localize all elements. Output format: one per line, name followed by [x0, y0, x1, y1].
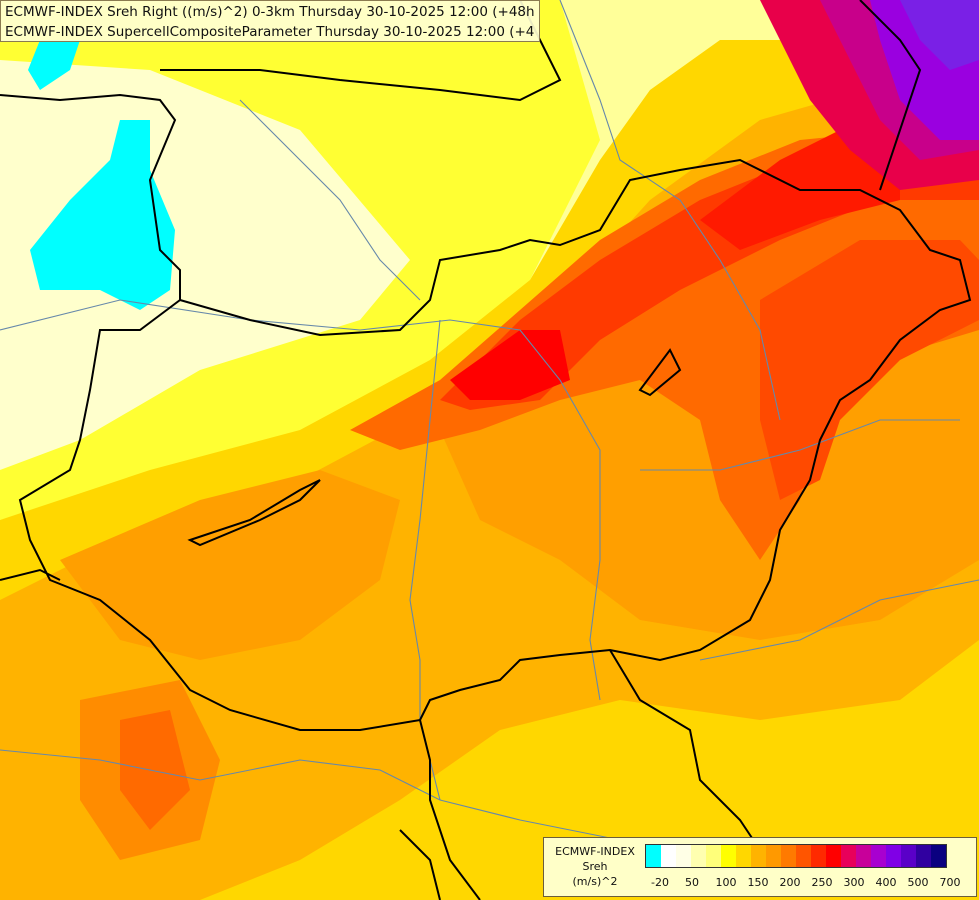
legend-tick-label: 250	[811, 876, 833, 889]
legend-swatch	[646, 845, 661, 867]
legend-tick-label: 50	[685, 876, 699, 889]
legend-swatch	[931, 845, 946, 867]
legend-swatch	[706, 845, 721, 867]
legend-swatch	[721, 845, 736, 867]
rivers	[0, 0, 979, 841]
legend-swatch	[691, 845, 706, 867]
legend-swatch	[736, 845, 751, 867]
map-title-line-2: ECMWF-INDEX SupercellCompositeParameter …	[5, 24, 535, 40]
legend-tick-label: 100	[715, 876, 737, 889]
legend-unit: (m/s)^2	[572, 875, 618, 888]
legend-tick-label: 700	[939, 876, 961, 889]
legend-swatch	[781, 845, 796, 867]
legend-swatch	[676, 845, 691, 867]
legend-tick-label: -20	[651, 876, 669, 889]
legend-swatch	[811, 845, 826, 867]
legend-swatch	[766, 845, 781, 867]
legend-title: ECMWF-INDEX Sreh (m/s)^2	[546, 844, 644, 889]
legend-swatch	[841, 845, 856, 867]
map-title-line-1: ECMWF-INDEX Sreh Right ((m/s)^2) 0-3km T…	[5, 4, 535, 20]
legend-variable: Sreh	[582, 860, 608, 873]
legend-swatch	[901, 845, 916, 867]
color-legend: ECMWF-INDEX Sreh (m/s)^2 -20 50 100 150 200 2…	[543, 837, 977, 897]
legend-source: ECMWF-INDEX	[555, 845, 635, 858]
legend-color-bar	[645, 844, 947, 868]
legend-swatch	[661, 845, 676, 867]
legend-tick-label: 200	[779, 876, 801, 889]
legend-swatch	[916, 845, 931, 867]
legend-tick-label: 300	[843, 876, 865, 889]
legend-swatch	[886, 845, 901, 867]
legend-swatch	[871, 845, 886, 867]
legend-swatch	[796, 845, 811, 867]
legend-tick-label: 150	[747, 876, 769, 889]
legend-swatch	[751, 845, 766, 867]
legend-tick-label: 400	[875, 876, 897, 889]
legend-swatch	[856, 845, 871, 867]
legend-tick-label: 500	[907, 876, 929, 889]
map-title-box: ECMWF-INDEX Sreh Right ((m/s)^2) 0-3km T…	[0, 0, 540, 42]
legend-swatch	[826, 845, 841, 867]
